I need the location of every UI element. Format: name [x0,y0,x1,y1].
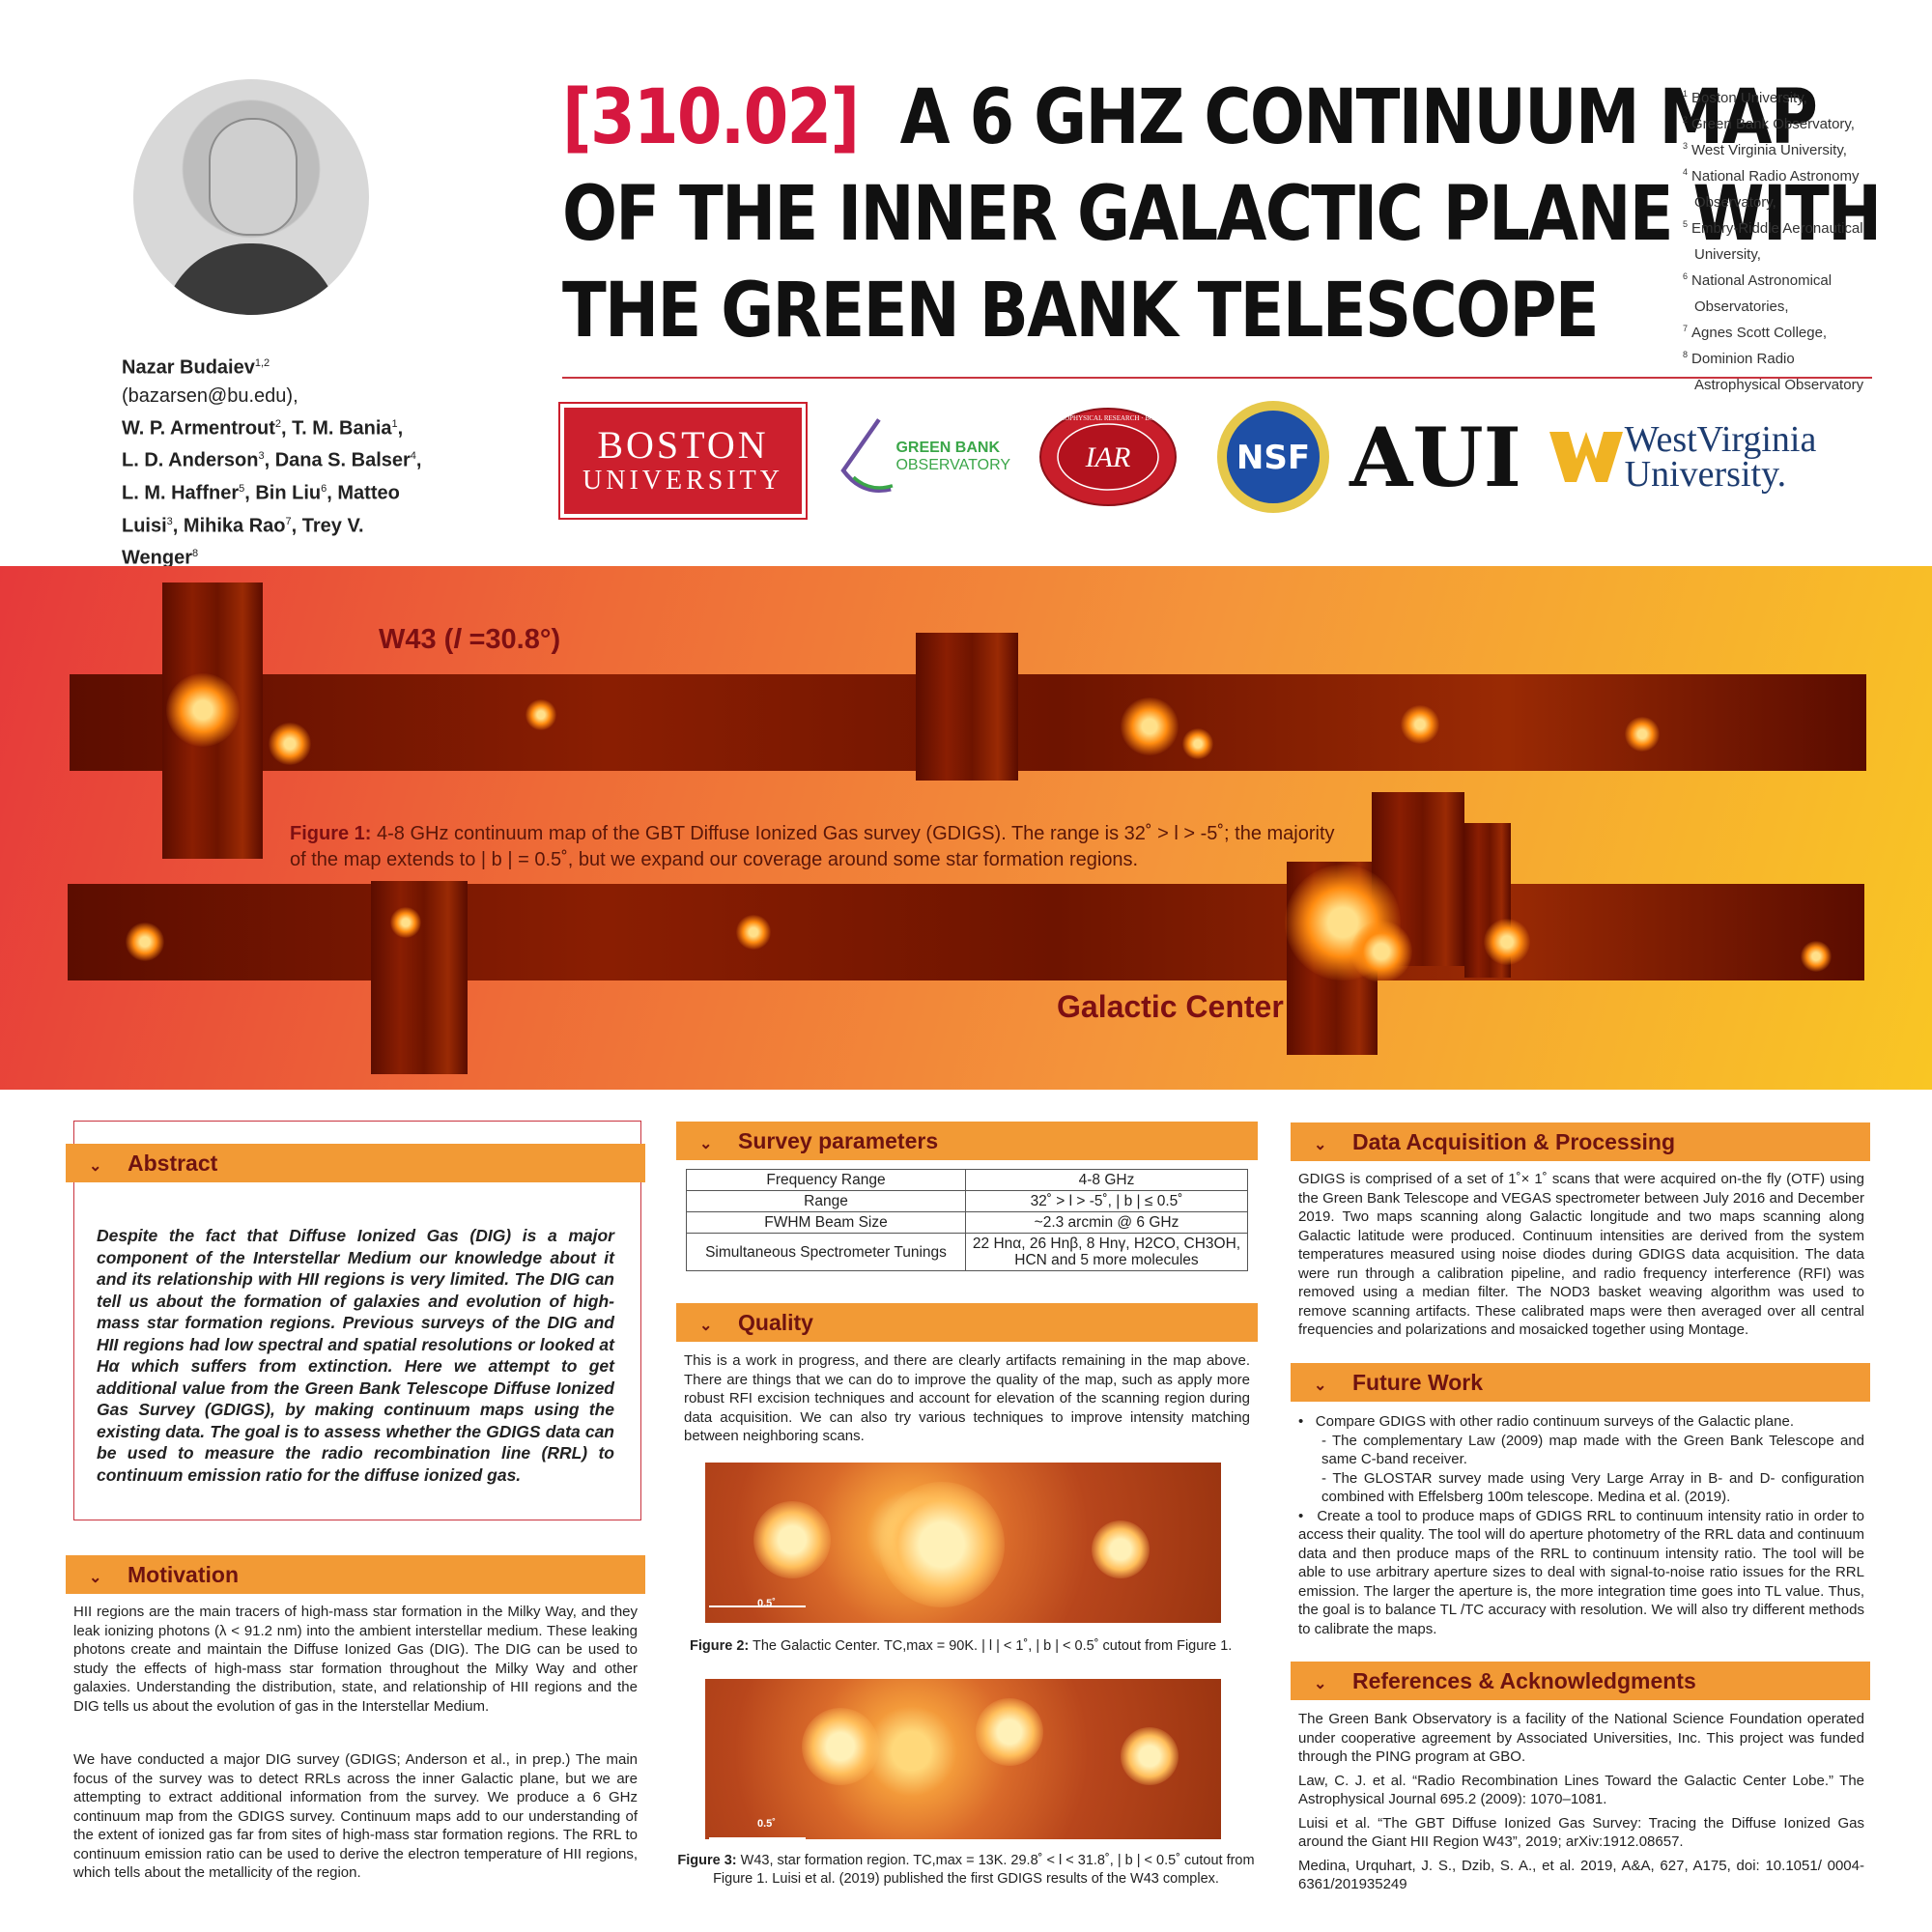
list-item: Law, C. J. et al. “Radio Recombination L… [1298,1772,1864,1808]
map-source [526,699,556,730]
chevron-down-icon: ⌄ [1314,1137,1327,1153]
w43-label: W43 (l =30.8°) [379,624,561,655]
affiliation-line: 3 West Virginia University, [1683,141,1847,158]
figure2-caption: Figure 2: The Galactic Center. TC,max = … [690,1638,1233,1654]
map-tile [916,633,1018,781]
affiliation-line: Observatory, [1694,194,1776,211]
svg-text:INSTITUTE for ASTROPHYSICAL RE: INSTITUTE for ASTROPHYSICAL RESEARCH · B… [1038,414,1178,422]
telescope-icon [840,418,894,493]
figure1-caption: Figure 1: 4-8 GHz continuum map of the G… [290,823,1335,870]
references-heading[interactable]: ⌄ References & Acknowledgments [1291,1662,1870,1700]
galactic-center-label: Galactic Center [1057,989,1284,1024]
chevron-down-icon: ⌄ [89,1158,102,1175]
affiliation-line: Astrophysical Observatory [1694,377,1864,393]
svg-text:NSF: NSF [1236,439,1310,477]
affiliation-line: 7 Agnes Scott College, [1683,324,1828,341]
list-item: - The complementary Law (2009) map made … [1321,1432,1864,1468]
motivation-para-2: We have conducted a major DIG survey (GD… [73,1751,638,1881]
data-acquisition-text: GDIGS is comprised of a set of 1˚× 1˚ sc… [1298,1171,1864,1338]
chevron-down-icon: ⌄ [89,1570,102,1586]
map-source [1801,941,1832,972]
affiliation-line: 2 Green Bank Observatory, [1683,115,1855,132]
affiliation-line: Observatories, [1694,298,1789,315]
acknowledgment: The Green Bank Observatory is a facility… [1298,1711,1864,1765]
table-row: FWHM Beam Size ~2.3 arcmin @ 6 GHz [686,1211,1248,1234]
map-source [1350,921,1412,982]
affiliation-line: 1 Boston University, [1683,89,1807,106]
map-source [1121,697,1179,755]
list-item: - The GLOSTAR survey made using Very Lar… [1321,1469,1864,1506]
chevron-down-icon: ⌄ [699,1318,713,1334]
list-item: • Compare GDIGS with other radio continu… [1298,1413,1794,1430]
map-source [1484,919,1530,965]
poster-title: [310.02] A 6 GHZ CONTINUUM MAP OF THE IN… [562,74,1882,355]
affiliations: 1 Boston University, 2 Green Bank Observato… [1683,83,1915,396]
wv-icon [1548,432,1623,482]
poster-code: [310.02] [562,74,860,161]
figure3-image: 0.5˚ [705,1679,1221,1839]
author-photo [133,79,369,315]
author-list: Nazar Budaiev1,2 (bazarsen@bu.edu), W. P… [122,356,422,569]
table-row: Simultaneous Spectrometer Tunings 22 Hnα,… [686,1233,1248,1271]
svg-text:IAR: IAR [1085,441,1131,473]
green-bank-observatory-logo: GREEN BANK OBSERVATORY [837,404,1010,510]
header-divider [562,377,1872,379]
nsf-logo: NSF [1213,401,1333,513]
quality-heading[interactable]: ⌄ Quality [676,1303,1258,1342]
table-row: Range 32˚ > l > -5˚, | b | ≤ 0.5˚ [686,1190,1248,1212]
abstract-box [73,1121,641,1520]
chevron-down-icon: ⌄ [699,1136,713,1152]
motivation-para-1: HII regions are the main tracers of high… [73,1604,638,1715]
future-work-list: • Compare GDIGS with other radio continu… [1298,1412,1864,1638]
map-source [126,923,164,961]
map-source [736,915,771,950]
affiliation-line: 6 National Astronomical [1683,271,1833,289]
survey-parameters-table: Frequency Range 4-8 GHz Range 32˚ > l > -5… [686,1169,1248,1271]
figure3-caption: Figure 3: W43, star formation region. TC… [677,1853,1255,1887]
abstract-text: Despite the fact that Diffuse Ionized Ga… [97,1226,614,1485]
chevron-down-icon: ⌄ [1314,1676,1327,1692]
list-item: • Create a tool to produce maps of GDIGS… [1298,1507,1864,1637]
figure2-image: 0.5˚ [705,1463,1221,1623]
chevron-down-icon: ⌄ [1314,1378,1327,1394]
boston-university-logo: BOSTON UNIVERSITY [560,404,806,518]
affiliation-line: 8 Dominion Radio [1683,350,1795,367]
map-source [1401,705,1439,744]
survey-parameters-heading[interactable]: ⌄ Survey parameters [676,1122,1258,1160]
map-source [390,907,421,938]
map-source [269,723,311,765]
map-tile [68,884,1864,980]
abstract-heading[interactable]: ⌄ Abstract [66,1144,645,1182]
data-acquisition-heading[interactable]: ⌄ Data Acquisition & Processing [1291,1122,1870,1161]
table-row: Frequency Range 4-8 GHz [686,1169,1248,1191]
list-item: Medina, Urquhart, J. S., Dzib, S. A., et… [1298,1857,1864,1893]
references-list: The Green Bank Observatory is a facility… [1298,1710,1864,1894]
motivation-heading[interactable]: ⌄ Motivation [66,1555,645,1594]
map-source [1182,728,1213,759]
quality-text: This is a work in progress, and there ar… [684,1352,1250,1444]
list-item: Luisi et al. “The GBT Diffuse Ionized Ga… [1298,1814,1864,1851]
affiliation-line: 5 Embry-Riddle Aeronautical [1683,219,1863,237]
affiliation-line: 4 National Radio Astronomy [1683,167,1860,185]
affiliation-line: University, [1694,246,1761,263]
aui-logo: AUI [1350,409,1521,505]
map-source [1625,717,1660,752]
west-virginia-university-logo: WestVirginia University. [1542,404,1822,510]
future-work-heading[interactable]: ⌄ Future Work [1291,1363,1870,1402]
map-tile [371,881,468,1074]
map-source [166,673,240,747]
iar-logo: IAR INSTITUTE for ASTROPHYSICAL RESEARCH… [1036,404,1180,510]
